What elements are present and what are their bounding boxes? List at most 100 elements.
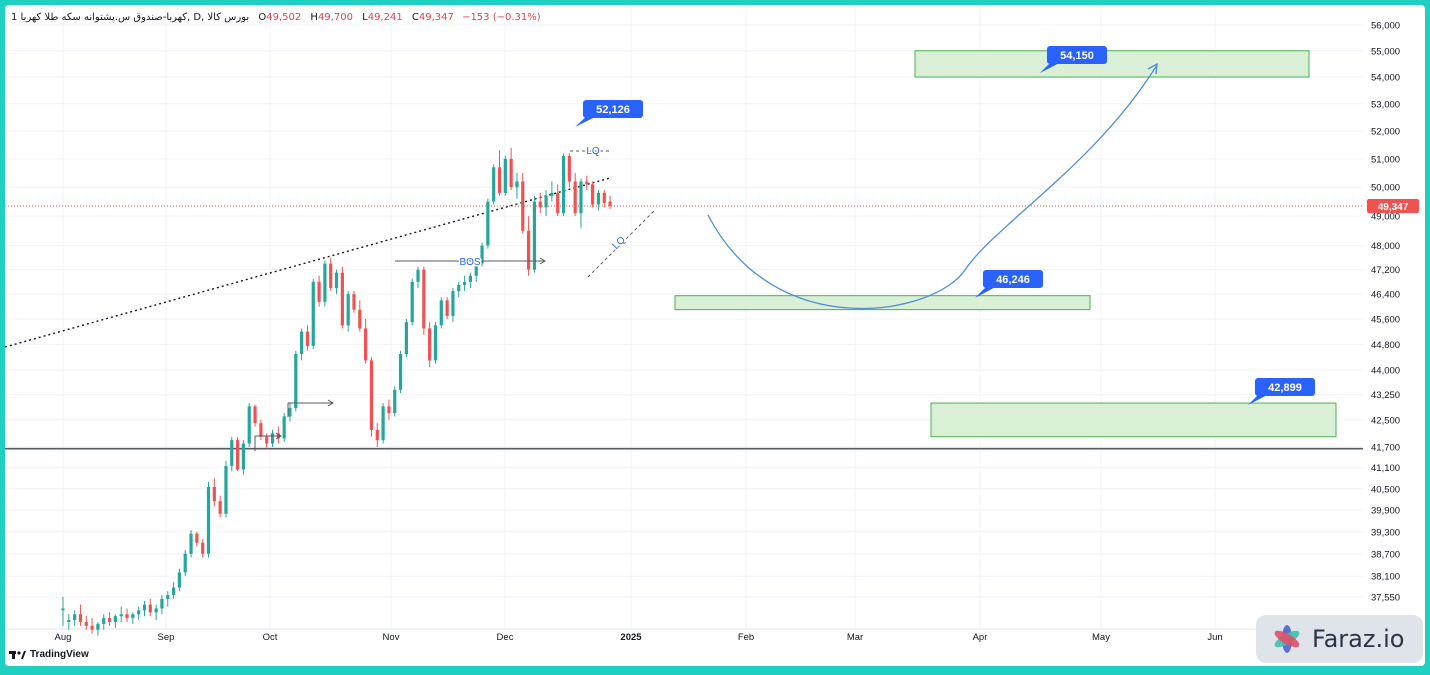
candle (474, 260, 478, 282)
projection-path (707, 64, 1158, 310)
candle (160, 595, 164, 615)
candle (585, 175, 589, 191)
candle (527, 216, 531, 276)
candle (608, 195, 612, 210)
candle-body (73, 614, 77, 621)
candle-body (107, 618, 112, 622)
candle-body (90, 625, 94, 630)
candle (282, 413, 286, 442)
callout-label: 52,126 (596, 104, 630, 116)
y-tick-label: 39,900 (1371, 506, 1400, 517)
change-value: −153 (−0.31%) (462, 12, 541, 23)
candle-body (206, 486, 211, 554)
candle-body (422, 269, 426, 329)
candle (201, 539, 205, 558)
candle-body (119, 614, 123, 617)
candle-body (61, 608, 65, 611)
candle (381, 403, 385, 444)
candle-body (241, 443, 246, 470)
candle (596, 190, 601, 211)
candle (416, 266, 420, 288)
target-zone (674, 295, 1091, 311)
tradingview-logo[interactable]: TradingView (9, 649, 89, 660)
candle (329, 257, 333, 292)
x-tick-label: Aug (55, 632, 72, 643)
candle (556, 184, 560, 217)
candle (387, 399, 391, 420)
candle (323, 260, 327, 307)
candle-body (579, 181, 583, 214)
x-tick-label: Sep (158, 632, 175, 643)
bos-label: BOS (459, 257, 480, 268)
candle (591, 181, 595, 208)
candle (352, 291, 356, 313)
y-tick-label: 46,400 (1371, 290, 1400, 301)
y-tick-label: 52,000 (1371, 127, 1400, 138)
candle (503, 156, 507, 196)
x-tick-label: 2025 (620, 632, 642, 643)
lq-label: LQ (586, 146, 600, 157)
price-callout: 46,246 (975, 270, 1043, 298)
candle (90, 618, 94, 634)
candle (183, 550, 187, 577)
price-callout: 42,899 (1248, 378, 1315, 405)
exchange-label: بورس کالا (207, 12, 250, 23)
candle-body (352, 294, 356, 310)
candle (61, 597, 65, 626)
candle (422, 266, 426, 335)
candle (433, 322, 438, 364)
target-zone (930, 402, 1337, 438)
price-callout: 54,150 (1040, 46, 1107, 73)
candle (480, 242, 484, 267)
candle-body (247, 406, 251, 444)
candle (492, 164, 496, 205)
interval-label[interactable]: D (193, 12, 202, 23)
candle-body (556, 192, 560, 214)
candle-body (468, 275, 472, 282)
candle-body (428, 328, 432, 361)
candle (428, 322, 432, 367)
candle-body (398, 353, 403, 390)
candle-body (497, 167, 502, 193)
faraz-watermark: Faraz.io (1256, 615, 1423, 663)
y-tick-label: 51,000 (1371, 154, 1400, 165)
candle (212, 478, 216, 507)
price-chart[interactable]: 56,000 55,000 54,000 53,000 52,000 51,000 50,0… (5, 5, 1425, 666)
candle (224, 460, 228, 518)
candle (241, 440, 246, 475)
candle (294, 350, 298, 412)
y-tick-label: 40,500 (1371, 484, 1400, 495)
price-callout: 52,126 (575, 100, 643, 127)
symbol-name[interactable]: 1 کهربا-صندوق س.پشتوانه سکه طلا کهربا (11, 12, 188, 23)
candle-body (96, 623, 100, 630)
candle (317, 275, 321, 307)
candle-body (288, 408, 292, 417)
candle (369, 357, 374, 437)
x-tick-label: Nov (383, 632, 400, 643)
candle-body (387, 406, 391, 414)
candle-body (381, 406, 385, 441)
candle-body (410, 281, 414, 323)
candle (521, 172, 525, 234)
tradingview-icon (9, 650, 26, 659)
candle-body (364, 328, 368, 361)
candle (410, 278, 414, 326)
lq-label: LQ (611, 234, 628, 251)
bos-arrow-head (539, 257, 546, 265)
projection-arrowhead (1147, 62, 1158, 75)
y-tick-label: 38,700 (1371, 549, 1400, 560)
candle-body (177, 572, 181, 588)
candle-body (218, 501, 222, 514)
candle (125, 608, 129, 622)
candle-body (451, 291, 455, 316)
x-tick-label: Dec (497, 632, 514, 643)
candle (439, 297, 443, 329)
candle (142, 600, 147, 617)
candle-body (311, 281, 315, 346)
candle (189, 529, 193, 558)
candle (393, 386, 397, 417)
candle-body (393, 389, 397, 414)
candle-body (550, 192, 554, 196)
candle (515, 172, 519, 199)
x-tick-label: Apr (973, 632, 988, 643)
